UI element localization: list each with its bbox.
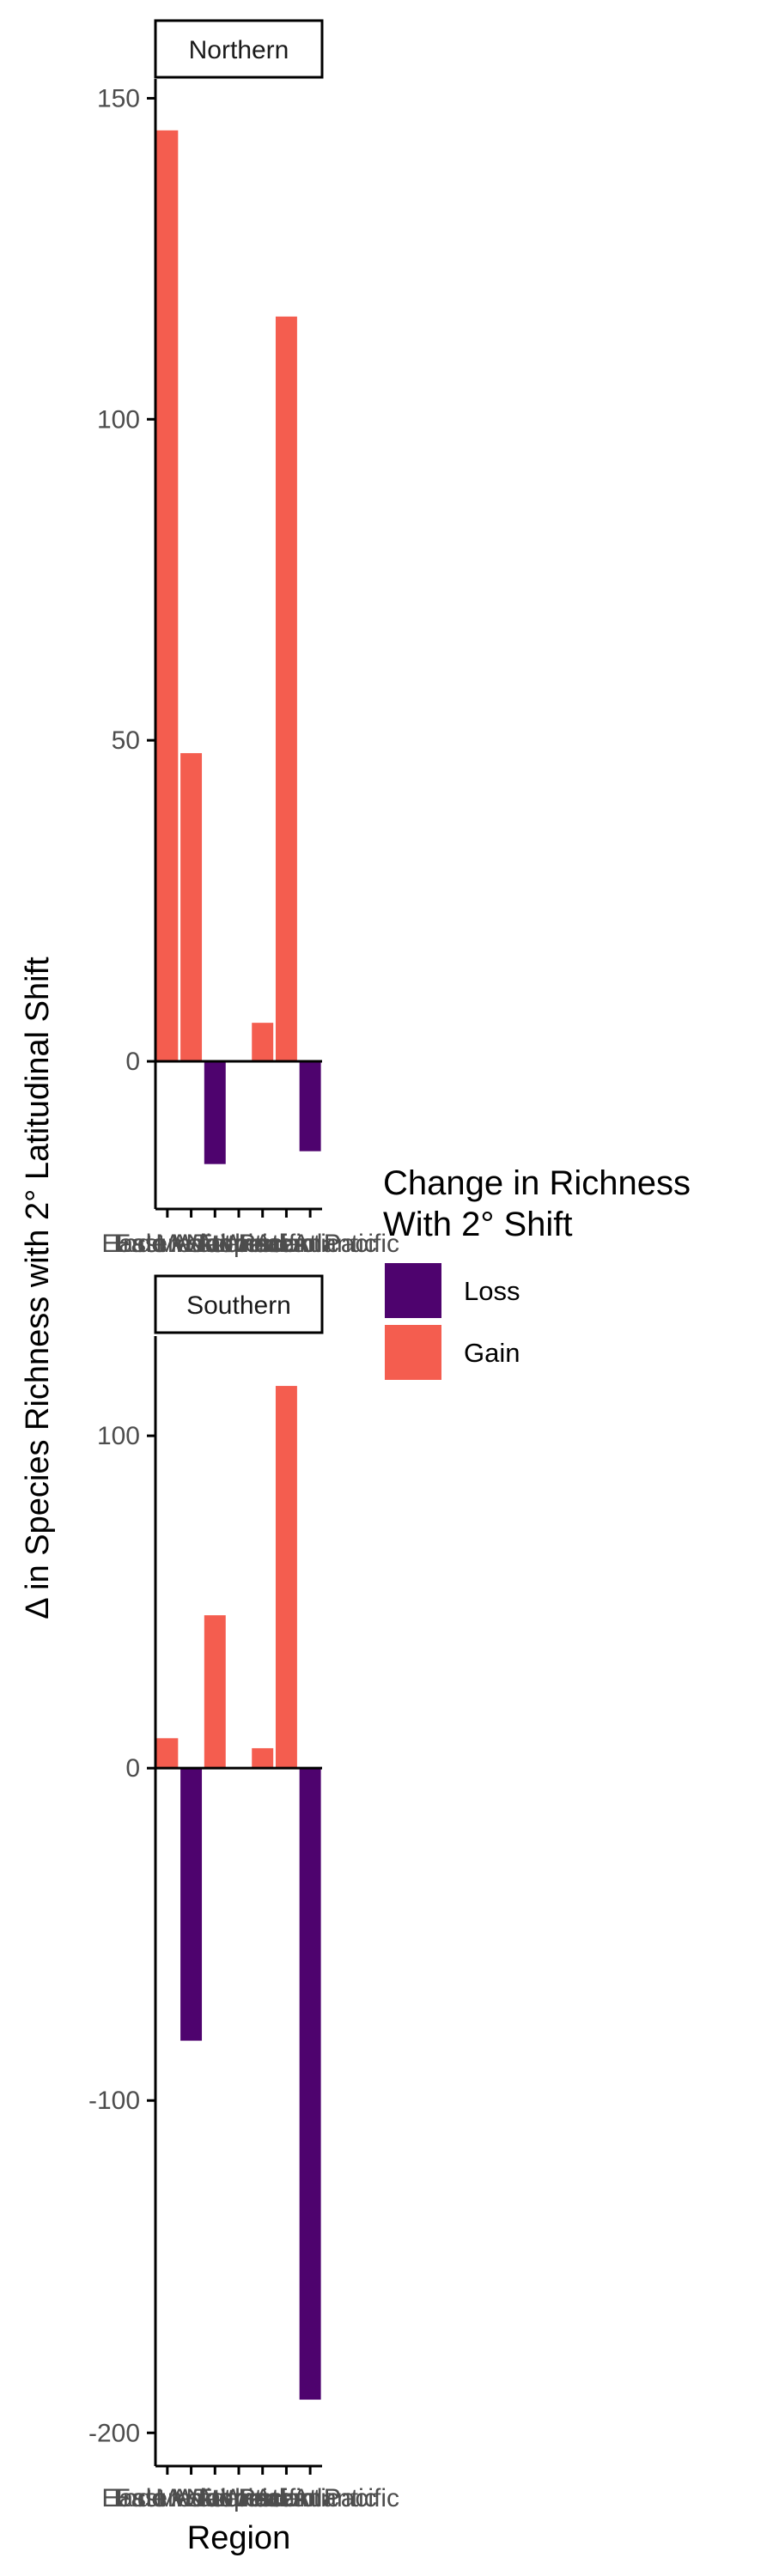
x-tick-label-southern-north-atlantic: North Atlantic [186, 2484, 339, 2512]
legend-label-gain: Gain [464, 1338, 520, 1368]
x-tick-label-northern-eastern-atlantic: Eastern Atlantic [101, 1230, 280, 1258]
x-tick-label-northern-western-pacific: Western Pacific [221, 1230, 399, 1258]
x-axis-title: Region [187, 2520, 290, 2556]
bar-southern-east-asia [156, 1738, 179, 1769]
bar-northern-tropical-atlantic [275, 316, 297, 1062]
bar-northern-east-asia [156, 130, 179, 1062]
x-tick-label-northern-indo-west-pacific: Indo West Pacific [116, 1230, 314, 1258]
x-tick-label-northern-tropical-atlantic: Tropical Atlantic [196, 1230, 377, 1258]
legend-key-gain [385, 1325, 441, 1380]
y-tick-label-southern--100: -100 [88, 2087, 140, 2115]
strip-label-southern: Southern [186, 1291, 291, 1320]
bar-northern-eastern-atlantic [180, 753, 203, 1062]
bar-southern-eastern-atlantic [180, 1768, 203, 2041]
y-tick-label-northern-100: 100 [97, 405, 140, 434]
y-tick-label-southern-100: 100 [97, 1422, 140, 1450]
strip-label-northern: Northern [189, 36, 289, 64]
x-tick-label-southern-east-asia: East Asia [113, 2484, 221, 2512]
legend-key-loss [385, 1263, 441, 1318]
y-tick-label-southern--200: -200 [88, 2419, 140, 2447]
bar-southern-tropical-atlantic [275, 1386, 297, 1769]
strip-box-southern [154, 1274, 324, 1334]
bar-southern-indo-west-pacific [204, 1615, 226, 1769]
x-tick-label-southern-mediterranean: Mediterranean [155, 2484, 321, 2512]
x-tick-label-southern-western-pacific: Western Pacific [221, 2484, 399, 2512]
bar-northern-north-atlantic [252, 1023, 274, 1062]
x-tick-label-southern-indo-west-pacific: Indo West Pacific [116, 2484, 314, 2512]
x-tick-label-northern-mediterranean: Mediterranean [155, 1230, 321, 1258]
x-tick-label-southern-tropical-atlantic: Tropical Atlantic [196, 2484, 377, 2512]
y-tick-label-northern-0: 0 [125, 1048, 140, 1076]
legend: Change in Richness With 2° Shift Loss Ga… [383, 1164, 691, 1380]
bar-southern-western-pacific [299, 1768, 321, 2400]
bar-southern-north-atlantic [252, 1747, 274, 1769]
legend-title-line-2: With 2° Shift [383, 1206, 573, 1243]
strip-box-northern [154, 19, 324, 79]
x-tick-label-northern-north-atlantic: North Atlantic [186, 1230, 339, 1258]
legend-title-line-1: Change in Richness [383, 1164, 691, 1202]
bar-northern-indo-west-pacific [204, 1061, 226, 1164]
y-axis-title: Δ in Species Richness with 2° Latitudina… [20, 957, 56, 1619]
y-tick-label-northern-50: 50 [112, 726, 140, 755]
x-tick-label-southern-eastern-atlantic: Eastern Atlantic [101, 2484, 280, 2512]
y-tick-label-southern-0: 0 [125, 1754, 140, 1783]
y-tick-label-northern-150: 150 [97, 84, 140, 112]
bar-northern-western-pacific [299, 1061, 321, 1151]
legend-label-loss: Loss [464, 1276, 520, 1306]
x-tick-label-northern-east-asia: East Asia [113, 1230, 221, 1258]
